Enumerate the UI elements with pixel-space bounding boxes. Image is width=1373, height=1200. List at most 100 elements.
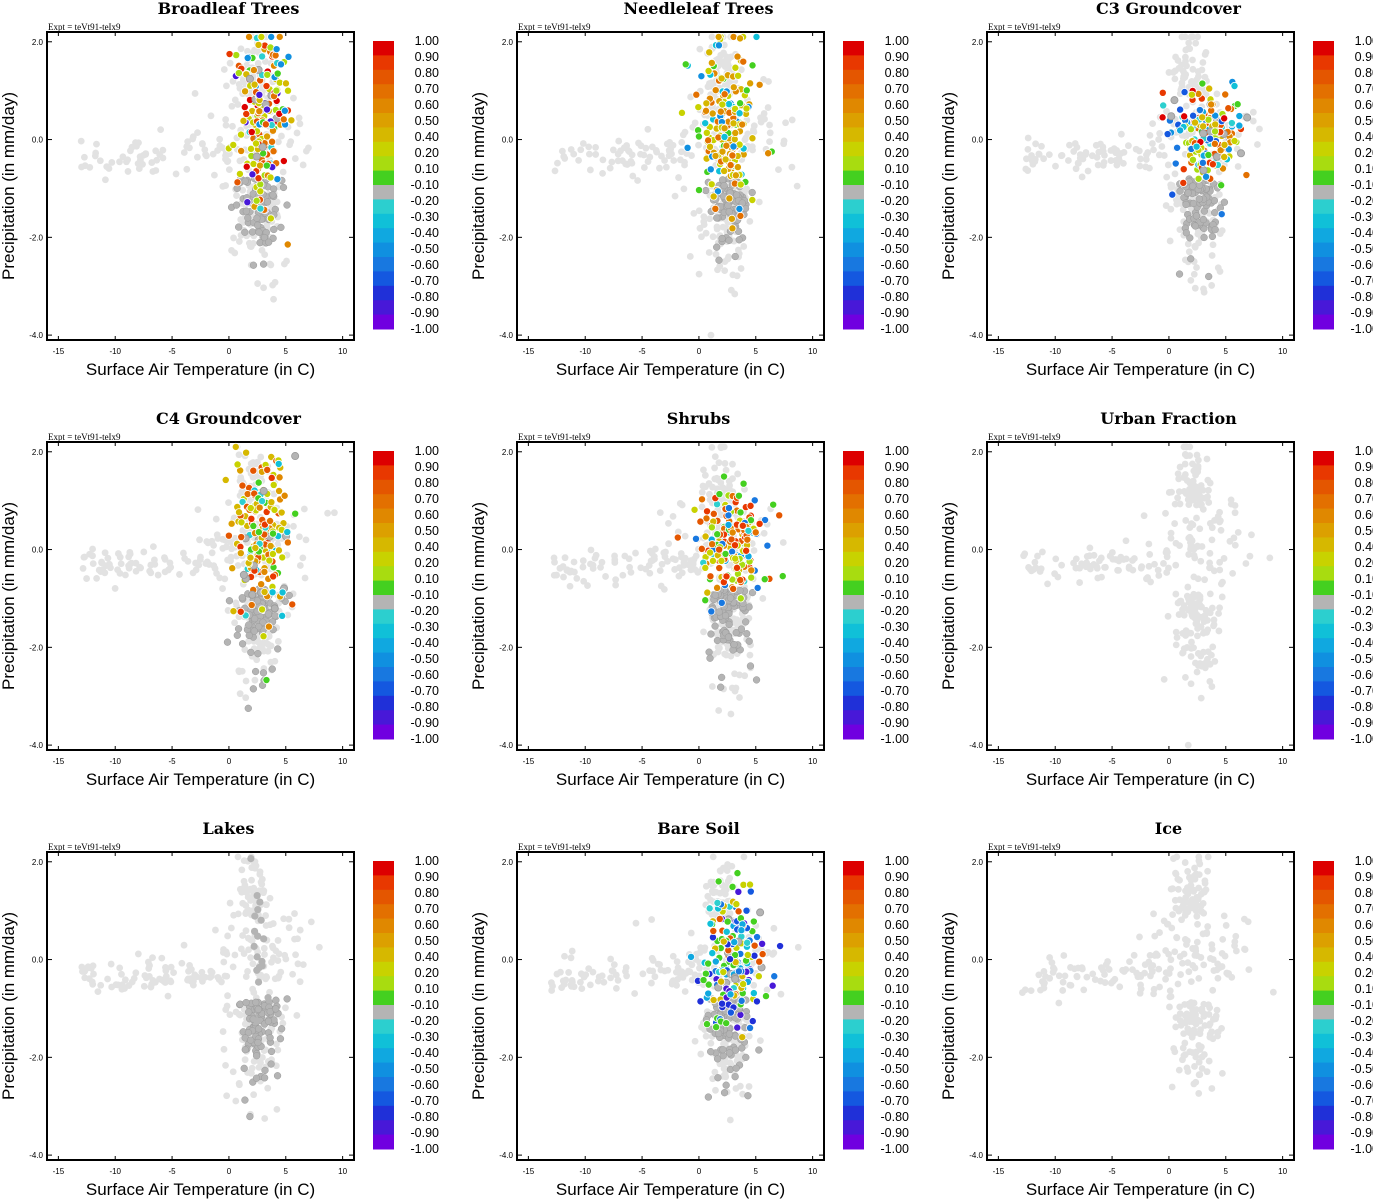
scatter-point (253, 891, 261, 900)
scatter-point (249, 66, 258, 75)
scatter-point (1036, 568, 1044, 575)
scatter-point (1211, 516, 1218, 524)
colorbar-swatch (373, 1120, 394, 1136)
scatter-point (283, 257, 290, 265)
colorbar-label: 0.70 (885, 492, 909, 506)
scatter-point (180, 941, 188, 949)
scatter-point (262, 973, 270, 980)
scatter-point (249, 159, 258, 168)
colorbar-swatch (843, 609, 864, 625)
scatter-point (729, 83, 738, 92)
scatter-point (265, 641, 273, 649)
scatter-point (696, 45, 704, 53)
scatter-point (301, 574, 309, 582)
scatter-point (748, 188, 756, 197)
scatter-point (264, 994, 272, 1002)
scatter-point (247, 601, 256, 610)
scatter-point (229, 1068, 237, 1076)
scatter-point (1173, 143, 1182, 152)
scatter-point (733, 563, 742, 572)
scatter-point (565, 969, 573, 976)
scatter-point (330, 509, 338, 517)
colorbar-label: 0.70 (415, 82, 439, 96)
scatter-point (733, 163, 742, 172)
scatter-point (720, 1065, 728, 1072)
colorbar-swatch (843, 55, 864, 71)
scatter-point (755, 519, 764, 528)
y-tick-label: -2.0 (969, 233, 983, 242)
scatter-point (89, 962, 97, 970)
scatter-point (1197, 652, 1205, 660)
scatter-point (776, 942, 785, 951)
scatter-point (1208, 252, 1216, 259)
scatter-point (1180, 443, 1188, 451)
scatter-point (296, 562, 304, 569)
scatter-point (708, 683, 716, 690)
colorbar-swatch (373, 1033, 394, 1049)
scatter-point (1175, 488, 1183, 496)
scatter-point (725, 1030, 734, 1038)
scatter-point (687, 929, 695, 937)
y-tick-label: 0.0 (32, 546, 44, 555)
colorbar-swatch (1313, 69, 1334, 85)
scatter-point (788, 163, 796, 171)
scatter-point (599, 169, 606, 177)
scatter-point (1087, 562, 1095, 570)
scatter-point (707, 331, 715, 339)
scatter-point (232, 1097, 240, 1105)
scatter-point (745, 603, 753, 611)
scatter-point (251, 676, 259, 684)
scatter-point (727, 710, 735, 718)
colorbar-label: -0.40 (881, 226, 910, 240)
scatter-point (702, 106, 711, 115)
scatter-point (268, 549, 277, 558)
colorbar-swatch (373, 127, 394, 143)
scatter-point (608, 158, 616, 166)
x-tick-label: 5 (284, 1167, 289, 1176)
scatter-point (273, 1105, 281, 1113)
scatter-point (266, 894, 274, 902)
scatter-point (582, 971, 590, 979)
scatter-point (665, 540, 673, 548)
scatter-point (242, 448, 251, 457)
scatter-point (755, 198, 763, 206)
colorbar-swatch (1313, 127, 1334, 143)
scatter-point (709, 509, 718, 518)
scatter-point (270, 225, 278, 234)
scatter-point (1164, 612, 1172, 620)
colorbar-swatch (843, 199, 864, 215)
scatter-point (1199, 59, 1207, 66)
colorbar-label: -0.70 (411, 1094, 440, 1108)
scatter-point (262, 676, 271, 685)
scatter-point (253, 1017, 261, 1025)
scatter-point (570, 558, 578, 566)
scatter-point (1189, 56, 1196, 64)
scatter-point (691, 566, 699, 573)
x-tick-label: 0 (1167, 757, 1172, 766)
scatter-point (276, 1035, 285, 1043)
colorbar-swatch (843, 185, 864, 200)
colorbar-swatch (373, 1091, 394, 1107)
scatter-point (713, 214, 721, 222)
scatter-point (1094, 574, 1102, 582)
scatter-point (713, 898, 722, 907)
colorbar-label: -0.10 (411, 998, 440, 1012)
scatter-point (283, 201, 291, 209)
x-tick-label: 0 (1167, 347, 1172, 356)
x-tick-label: -15 (523, 1167, 535, 1176)
scatter-point (1216, 558, 1224, 566)
scatter-point (265, 238, 273, 246)
scatter-point (678, 138, 686, 146)
scatter-point (577, 978, 584, 986)
scatter-point (250, 1091, 258, 1099)
scatter-point (575, 156, 583, 164)
scatter-point (718, 100, 727, 109)
scatter-point (611, 556, 619, 564)
scatter-point (1163, 107, 1170, 115)
scatter-point (104, 554, 112, 562)
scatter-point (279, 183, 288, 192)
x-tick-label: 0 (227, 1167, 232, 1176)
scatter-point (698, 495, 707, 504)
scatter-point (725, 253, 732, 261)
scatter-point (754, 972, 763, 981)
